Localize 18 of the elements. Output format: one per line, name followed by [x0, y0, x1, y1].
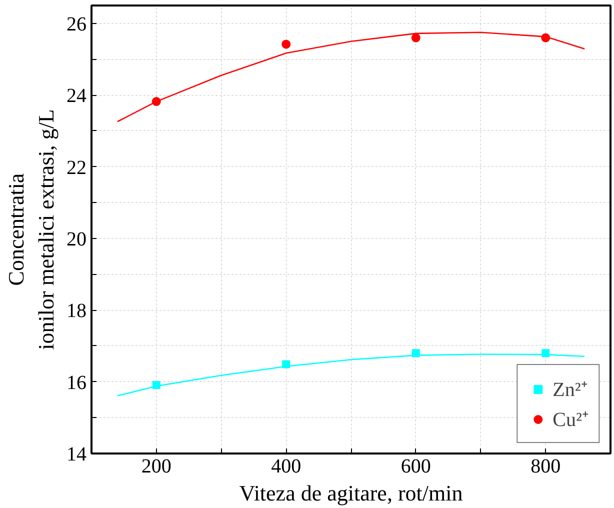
y-axis-title: Concentratia ionilor metalici extrasi, g/L	[4, 109, 58, 350]
x-tick-label: 800	[530, 456, 561, 478]
line-series	[116, 32, 586, 122]
x-tick-label: 200	[141, 456, 172, 478]
point	[282, 40, 291, 49]
y-tick-label: 22	[66, 156, 86, 179]
y-tick-label: 20	[66, 228, 86, 250]
x-tick-label: 400	[271, 456, 302, 478]
x-tick-label: 600	[400, 456, 431, 478]
y-tick-label: 26	[66, 13, 86, 36]
x-axis-title: Viteza de agitare, rot/min	[239, 480, 463, 506]
y-tick-label: 18	[66, 300, 86, 322]
y-tick-label: 16	[66, 372, 86, 394]
point	[411, 33, 420, 42]
legend-label: Zn²⁺	[552, 378, 588, 402]
y-tick-label: 24	[66, 85, 86, 108]
y-tick-label: 14	[66, 444, 86, 466]
legend-label: Cu²⁺	[552, 408, 589, 432]
